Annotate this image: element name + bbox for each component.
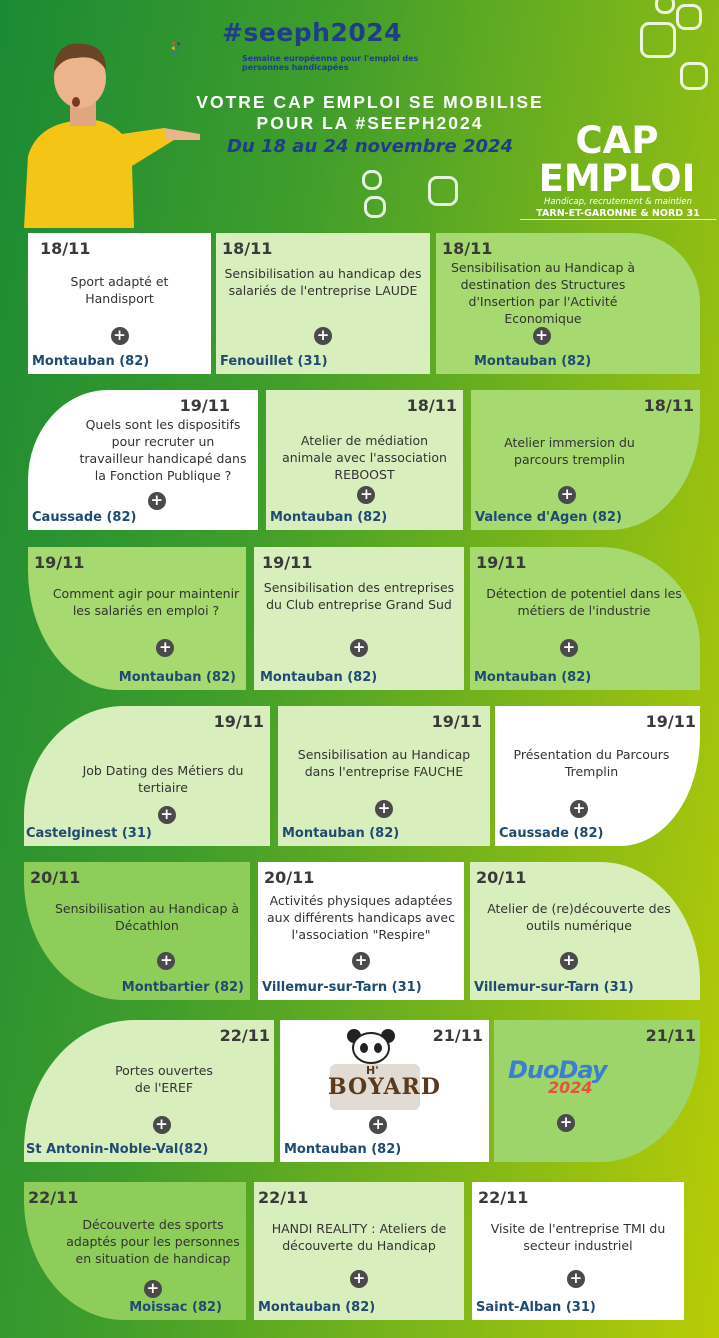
event-card[interactable]: 19/11 Sensibilisation des entreprises du… <box>254 547 464 690</box>
plus-icon[interactable]: + <box>570 800 589 818</box>
seeph-logo-icon <box>170 41 181 55</box>
deco-square <box>428 176 458 206</box>
plus-icon[interactable]: + <box>350 639 368 657</box>
plus-icon[interactable]: + <box>559 639 578 657</box>
plus-icon[interactable]: + <box>369 1116 388 1134</box>
header-banner: #seeph2024 Semaine européenne pour l'emp… <box>0 0 719 228</box>
plus-icon[interactable]: + <box>566 1270 585 1288</box>
plus-icon[interactable]: + <box>559 952 578 970</box>
plus-icon[interactable]: + <box>143 1280 162 1298</box>
deco-square <box>680 62 708 90</box>
deco-square <box>640 22 676 58</box>
event-card[interactable]: 20/11 Sensibilisation au Handicap à Déca… <box>24 862 250 1000</box>
plus-icon[interactable]: + <box>357 486 376 504</box>
event-card[interactable]: 19/11 Détection de potentiel dans les mé… <box>470 547 700 690</box>
plus-icon[interactable]: + <box>532 327 551 345</box>
plus-icon[interactable]: + <box>156 639 175 657</box>
plus-icon[interactable]: + <box>152 1116 171 1134</box>
event-card[interactable]: 20/11 Atelier de (re)découverte des outi… <box>470 862 700 1000</box>
plus-icon[interactable]: + <box>147 492 166 510</box>
deco-square <box>676 4 702 30</box>
event-card[interactable]: 18/11 Sport adapté et Handisport + Monta… <box>28 233 211 374</box>
headline-line1: VOTRE CAP EMPLOI SE MOBILISE <box>196 92 544 112</box>
event-card[interactable]: 18/11 Sensibilisation au Handicap à dest… <box>436 233 700 374</box>
event-card[interactable]: 19/11 Comment agir pour maintenir les sa… <box>28 547 246 690</box>
event-card[interactable]: 21/11 DuoDay 2024 + <box>494 1020 700 1162</box>
plus-icon[interactable]: + <box>352 952 370 970</box>
event-card[interactable]: 22/11 Portes ouvertes de l'EREF + St Ant… <box>24 1020 274 1162</box>
brand-region: TARN-ET-GARONNE & NORD 31 <box>520 208 716 220</box>
plus-icon[interactable]: + <box>350 1270 368 1288</box>
event-card[interactable]: 19/11 Présentation du Parcours Tremplin … <box>495 706 700 846</box>
event-card[interactable]: 22/11 HANDI REALITY : Ateliers de découv… <box>254 1182 464 1320</box>
plus-icon[interactable]: + <box>557 1114 576 1132</box>
event-card[interactable]: 19/11 Sensibilisation au Handicap dans l… <box>278 706 490 846</box>
headline-line2: POUR LA #SEEPH2024 <box>256 113 484 133</box>
seeph-subtitle: Semaine européenne pour l'emploi des per… <box>242 54 419 72</box>
event-card[interactable]: 18/11 Sensibilisation au handicap des sa… <box>216 233 430 374</box>
seeph-hashtag: #seeph2024 <box>222 18 403 47</box>
event-card[interactable]: 19/11 Job Dating des Métiers du tertiair… <box>24 706 270 846</box>
panda-icon <box>330 1029 420 1110</box>
brand-tagline: Handicap, recrutement & maintien <box>543 197 693 207</box>
deco-square <box>655 0 675 14</box>
plus-icon[interactable]: + <box>314 327 332 345</box>
event-card[interactable]: 18/11 Atelier de médiation animale avec … <box>266 390 463 530</box>
deco-square <box>362 170 382 190</box>
event-card[interactable]: 22/11 Découverte des sports adaptés pour… <box>24 1182 246 1320</box>
plus-icon[interactable]: + <box>375 800 393 818</box>
plus-icon[interactable]: + <box>157 952 176 970</box>
event-card[interactable]: 18/11 Atelier immersion du parcours trem… <box>471 390 700 530</box>
deco-square <box>364 196 386 218</box>
plus-icon[interactable]: + <box>110 327 129 345</box>
plus-icon[interactable]: + <box>157 806 176 824</box>
person-pointing-image <box>24 43 200 228</box>
event-card[interactable]: 20/11 Activités physiques adaptées aux d… <box>258 862 464 1000</box>
event-dates: Du 18 au 24 novembre 2024 <box>226 136 514 157</box>
duoday-logo-icon: DuoDay 2024 <box>508 1056 608 1097</box>
event-card[interactable]: 22/11 Visite de l'entreprise TMI du sect… <box>472 1182 684 1320</box>
event-card[interactable]: 21/11 H' BOYARD + Montauban (82) <box>280 1020 489 1162</box>
hboyard-logo-icon: H' BOYARD <box>324 1026 440 1126</box>
cap-emploi-logo: CAP EMPLOI <box>538 119 696 200</box>
event-card[interactable]: 19/11 Quels sont les dispositifs pour re… <box>28 390 258 530</box>
plus-icon[interactable]: + <box>558 486 577 504</box>
